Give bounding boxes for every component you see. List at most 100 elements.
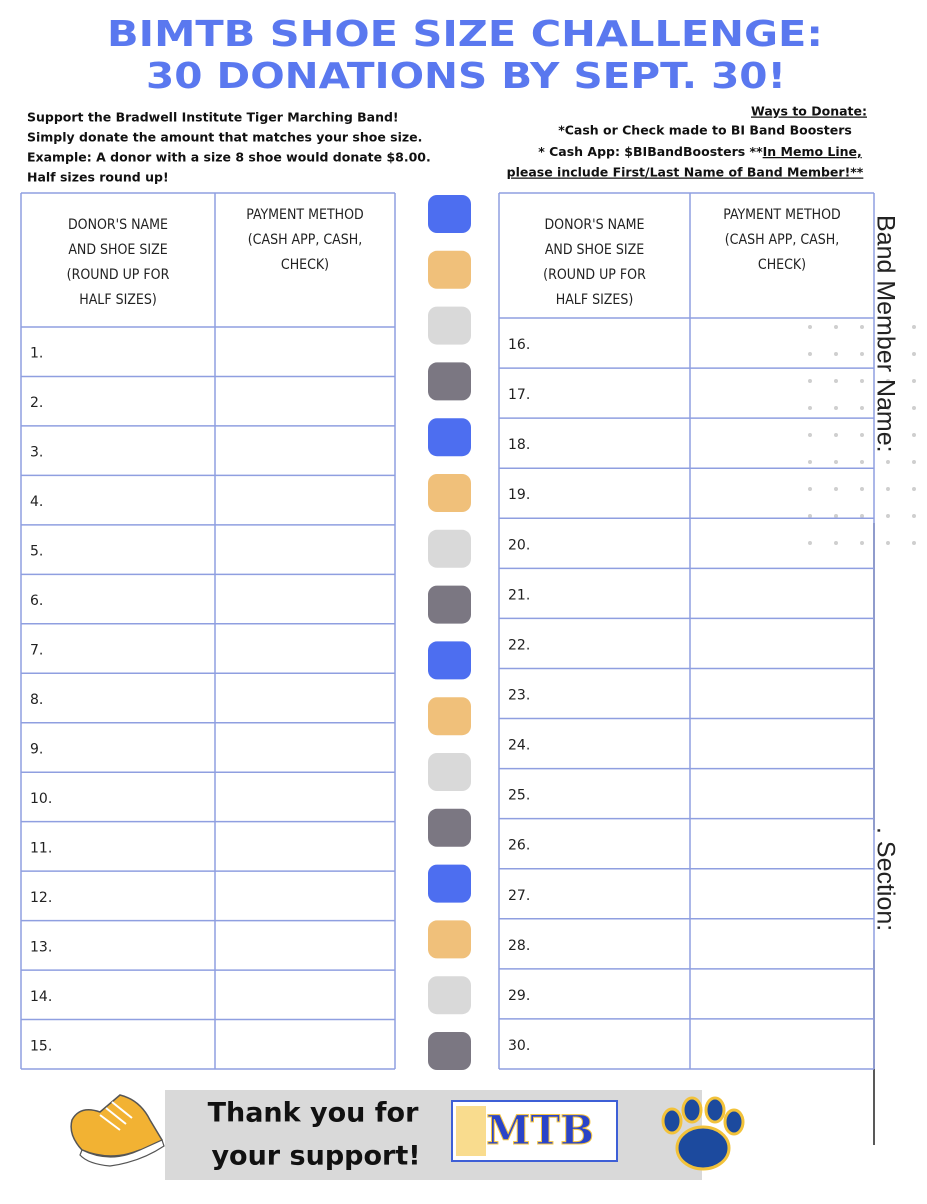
paw-icon (661, 1096, 745, 1171)
dot (860, 352, 864, 356)
dot (912, 541, 916, 545)
row-number: 7. (30, 643, 43, 659)
dot (912, 487, 916, 491)
dot (860, 541, 864, 545)
dot (886, 460, 890, 464)
row-number: 21. (508, 587, 530, 603)
dot (860, 460, 864, 464)
row-number: 8. (30, 692, 43, 708)
dot (860, 514, 864, 518)
dot (886, 325, 890, 329)
row-number: 3. (30, 445, 43, 461)
swatch (428, 474, 471, 512)
ways-heading: Ways to Donate: (751, 104, 867, 119)
swatch (428, 808, 471, 847)
swatch (428, 920, 471, 959)
column-header: PAYMENT METHOD (723, 207, 840, 223)
intro-line: Support the Bradwell Institute Tiger Mar… (27, 110, 399, 125)
column-header: PAYMENT METHOD (246, 207, 363, 223)
row-number: 5. (30, 544, 43, 560)
intro-line: Example: A donor with a size 8 shoe woul… (27, 150, 431, 165)
donation-table: DONOR'S NAME AND SHOE SIZE (ROUND UP FOR HA… (498, 192, 875, 1070)
column-header: HALF SIZES) (556, 292, 634, 308)
dot (860, 433, 864, 437)
column-header: DONOR'S NAME (544, 217, 644, 233)
swatch (428, 250, 471, 289)
dot (808, 379, 812, 383)
ways-line: * Cash App: $BIBandBoosters ** (538, 144, 763, 159)
donation-table: DONOR'S NAME AND SHOE SIZE (ROUND UP FOR HA… (20, 192, 396, 1070)
row-number: 9. (30, 741, 43, 757)
dot (886, 514, 890, 518)
memo-text: In Memo Line, (763, 144, 862, 159)
dot (808, 514, 812, 518)
logo-text: MTB (486, 1107, 594, 1154)
row-number: 20. (508, 537, 530, 553)
ways-line: *Cash or Check made to BI Band Boosters (558, 123, 852, 138)
dot (886, 352, 890, 356)
row-number: 10. (30, 791, 52, 807)
row-number: 4. (30, 494, 43, 510)
row-number: 13. (30, 939, 52, 955)
memo-text: please include First/Last Name of Band M… (507, 165, 864, 180)
dot (834, 460, 838, 464)
swatch (428, 418, 471, 457)
swatch (428, 529, 471, 568)
dot (886, 379, 890, 383)
dot (886, 433, 890, 437)
swatch (428, 306, 471, 345)
thanks-line: your support! (211, 1141, 420, 1172)
row-number: 29. (508, 988, 530, 1004)
swatch (428, 1032, 471, 1070)
dot (834, 325, 838, 329)
dot (860, 487, 864, 491)
row-number: 25. (508, 788, 530, 804)
row-number: 30. (508, 1038, 530, 1054)
dot-pattern (808, 325, 916, 545)
row-number: 26. (508, 838, 530, 854)
dot (834, 352, 838, 356)
dot (912, 325, 916, 329)
column-header: (ROUND UP FOR (67, 267, 170, 283)
row-number: 16. (508, 337, 530, 353)
dot (808, 325, 812, 329)
dot (912, 379, 916, 383)
swatch (428, 753, 471, 791)
row-number: 28. (508, 938, 530, 954)
swatch (428, 195, 471, 233)
dot (834, 406, 838, 410)
column-header: HALF SIZES) (79, 292, 157, 308)
row-number: 19. (508, 487, 530, 503)
row-number: 1. (30, 346, 43, 362)
dot (834, 514, 838, 518)
dot (912, 406, 916, 410)
dot (860, 406, 864, 410)
swatch (428, 641, 471, 680)
column-header: (ROUND UP FOR (543, 267, 646, 283)
dot (834, 541, 838, 545)
column-header: DONOR'S NAME (68, 217, 168, 233)
column-header: CHECK) (758, 257, 806, 273)
swatch (428, 362, 471, 401)
dot (886, 487, 890, 491)
row-number: 15. (30, 1038, 52, 1054)
row-number: 23. (508, 688, 530, 704)
column-header: (CASH APP, CASH, (248, 232, 362, 248)
swatch (428, 697, 471, 736)
logo-tiger (456, 1106, 486, 1156)
shoe-icon (70, 1094, 165, 1167)
swatch (428, 976, 471, 1015)
dot (912, 460, 916, 464)
dot (912, 352, 916, 356)
dot (912, 514, 916, 518)
row-number: 14. (30, 989, 52, 1005)
dot (808, 406, 812, 410)
row-number: 17. (508, 387, 530, 403)
dot (808, 352, 812, 356)
color-swatches (428, 195, 471, 1070)
column-header: (CASH APP, CASH, (725, 232, 839, 248)
swatch (428, 864, 471, 903)
row-number: 12. (30, 890, 52, 906)
